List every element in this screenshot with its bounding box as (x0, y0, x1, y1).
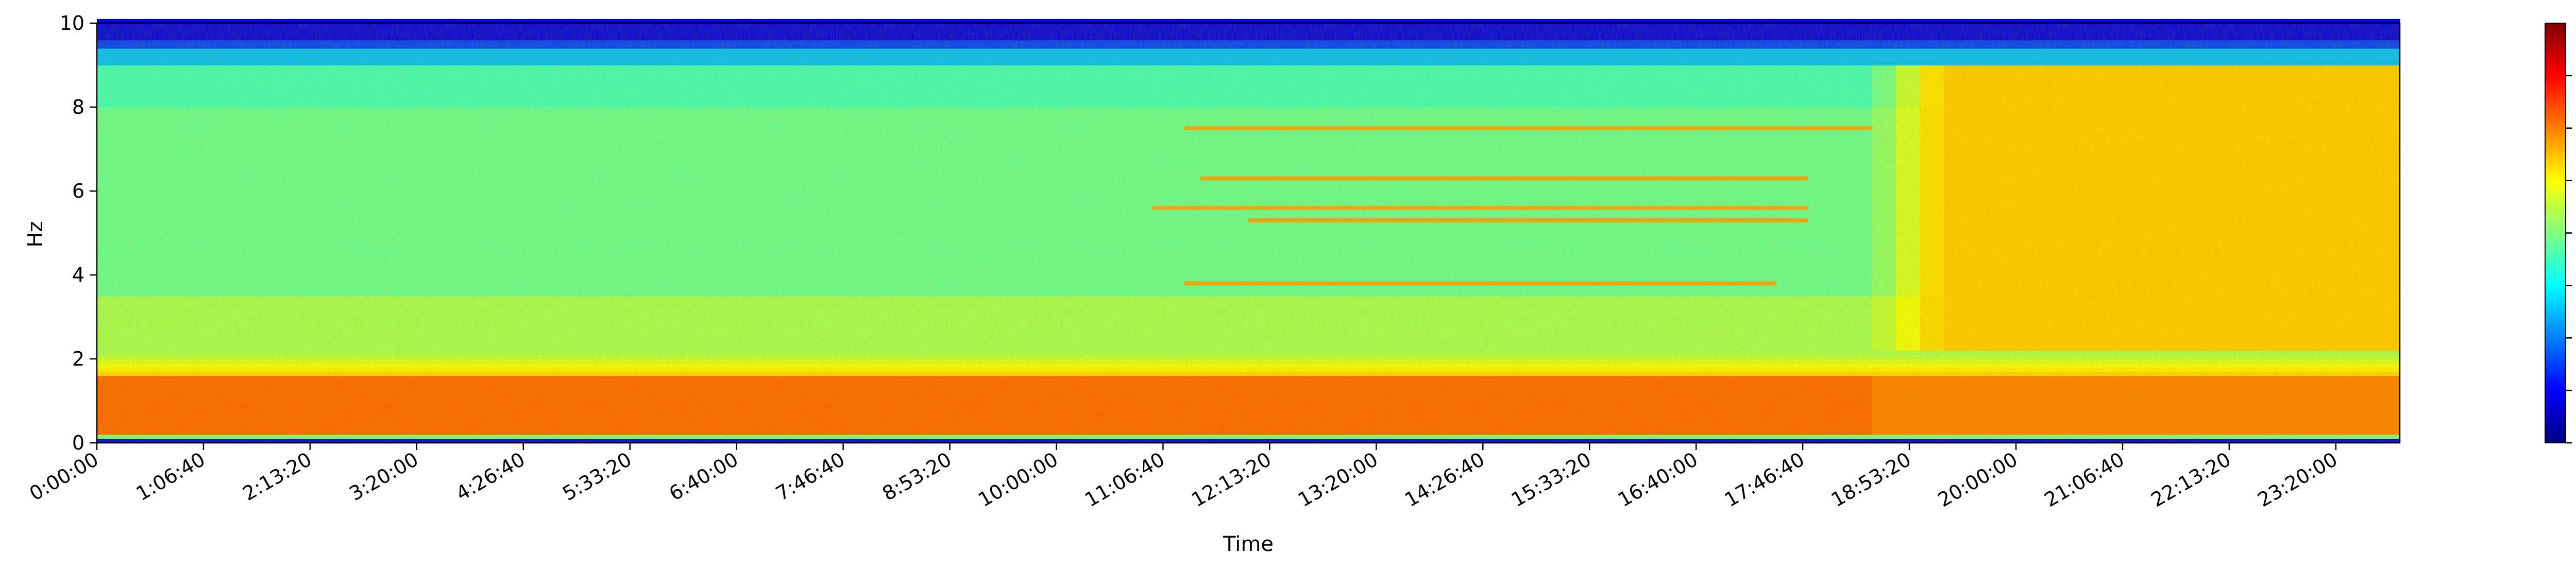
heatmap-cell (816, 19, 841, 24)
heatmap-cell (697, 19, 721, 24)
heatmap-cell (768, 19, 793, 24)
heatmap-cell (672, 19, 697, 24)
heatmap-cell (552, 19, 577, 24)
heatmap-cell (792, 19, 817, 24)
heatmap-cell (1032, 19, 1057, 24)
heatmap-cell (1128, 19, 1153, 24)
spectrogram-plot (97, 19, 2400, 443)
heatmap-cell (264, 19, 290, 24)
heatmap-cell (1056, 19, 1081, 24)
heatmap-cell (97, 19, 122, 24)
heatmap-cell (504, 19, 529, 24)
heatmap-cell (865, 19, 889, 24)
heatmap-cell (1248, 19, 1273, 24)
heatmap-cell (888, 19, 913, 24)
heatmap-cell (216, 19, 241, 24)
heatmap-cell (481, 19, 505, 24)
heatmap-cell (336, 19, 361, 24)
heatmap-cell (193, 19, 217, 24)
heatmap-cell (960, 19, 985, 24)
heatmap-cell (744, 19, 769, 24)
heatmap-cell (384, 19, 409, 24)
heatmap-cell (456, 19, 481, 24)
heatmap-cell (1080, 19, 1105, 24)
heatmap-cell (168, 19, 193, 24)
heatmap-cell (313, 19, 337, 24)
heatmap-cell (624, 19, 649, 24)
heatmap-cell (432, 19, 457, 24)
heatmap-cell (1200, 19, 1225, 24)
heatmap-cell (936, 19, 961, 24)
heatmap-cell (984, 19, 1009, 24)
heatmap-cell (1104, 19, 1129, 24)
heatmap-cell (361, 19, 385, 24)
heatmap-cell (840, 19, 865, 24)
heatmap-cell (529, 19, 553, 24)
heatmap-cell (720, 19, 745, 24)
heatmap-cell (912, 19, 937, 24)
heatmap-cell (241, 19, 265, 24)
heatmap-cell (1176, 19, 1201, 24)
heatmap-cell (409, 19, 433, 24)
heatmap-cell (289, 19, 313, 24)
heatmap-cell (600, 19, 625, 24)
heatmap-cell (648, 19, 673, 24)
heatmap-cell (577, 19, 601, 24)
heatmap-cell (1008, 19, 1033, 24)
heatmap-cell (121, 19, 145, 24)
heatmap-cell (1152, 19, 1177, 24)
heatmap-cell (1224, 19, 1249, 24)
heatmap-cell (145, 19, 170, 24)
